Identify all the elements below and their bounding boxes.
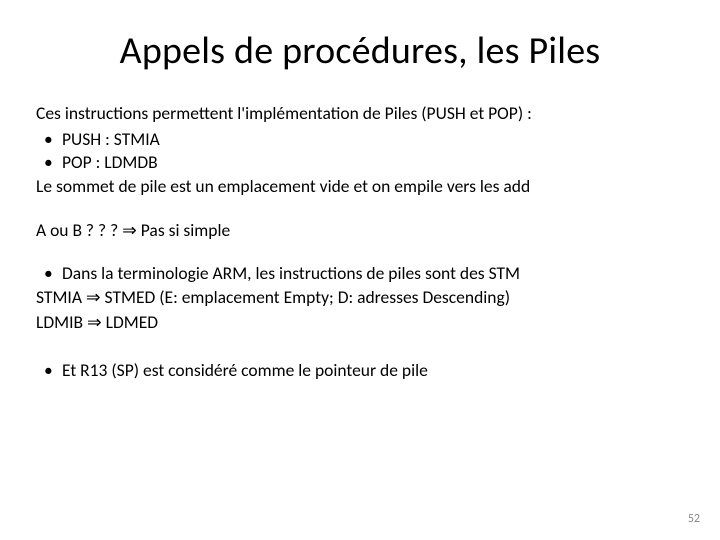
ldmib-suffix: LDMED [102,311,158,333]
ab-line: A ou B ? ? ? ⇒ Pas si simple [36,219,684,243]
ab-suffix: Pas si simple [137,219,230,241]
double-arrow-icon: ⇒ [87,312,102,332]
double-arrow-icon: ⇒ [122,220,137,240]
bullet-pop: POP : LDMDB [36,151,684,175]
ldmib-line: LDMIB ⇒ LDMED [36,311,684,335]
stmia-prefix: STMIA [36,286,86,308]
slide-body: Ces instructions permettent l'implémenta… [36,102,684,383]
sommet-line: Le sommet de pile est un emplacement vid… [36,175,684,199]
page-number: 52 [688,512,700,526]
bullet-arm: Dans la terminologie ARM, les instructio… [36,262,684,286]
slide-title: Appels de procédures, les Piles [36,28,684,74]
ldmib-prefix: LDMIB [36,311,87,333]
intro-line: Ces instructions permettent l'implémenta… [36,102,684,126]
double-arrow-icon: ⇒ [86,287,101,307]
ab-prefix: A ou B ? ? ? [36,219,122,241]
bullet-push: PUSH : STMIA [36,128,684,152]
stmia-line: STMIA ⇒ STMED (E: emplacement Empty; D: … [36,286,684,310]
bullet-r13: Et R13 (SP) est considéré comme le point… [36,359,684,383]
slide: Appels de procédures, les Piles Ces inst… [0,0,720,540]
stmia-suffix: STMED (E: emplacement Empty; D: adresses… [101,286,510,308]
